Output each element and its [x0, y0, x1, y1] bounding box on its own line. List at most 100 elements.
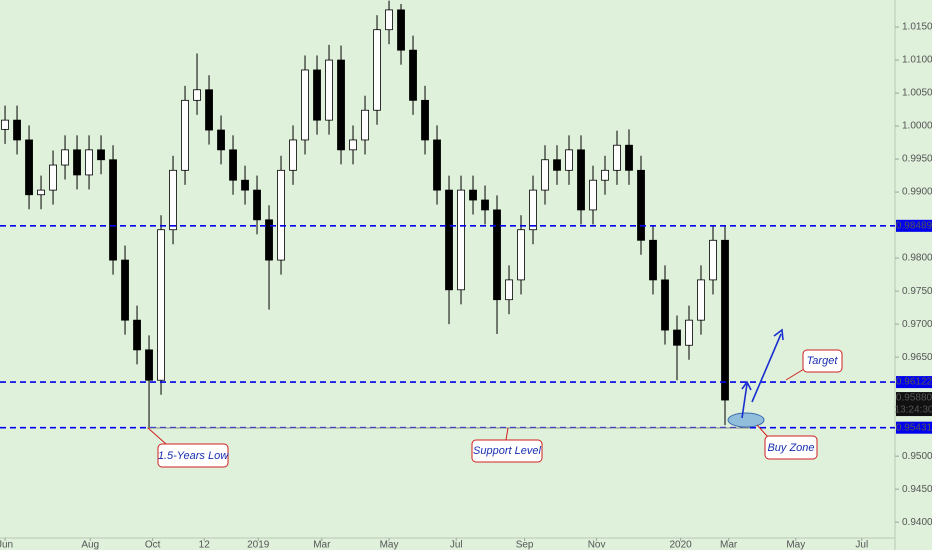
candle-body — [265, 219, 273, 261]
candle-body — [229, 149, 237, 181]
x-tick-label: Sep — [516, 540, 534, 550]
annotation: Target — [807, 355, 839, 367]
x-tick-label: 12 — [199, 540, 211, 550]
price-label-box — [896, 376, 932, 389]
y-tick-label: 1.00500 — [902, 88, 932, 99]
candle-body — [661, 279, 669, 331]
last-price: 0.95880 — [896, 393, 932, 404]
candle-body — [289, 139, 297, 171]
candle-body — [493, 209, 501, 301]
candle-body — [565, 149, 573, 171]
candle-body — [421, 99, 429, 141]
y-tick-label: 0.94000 — [902, 517, 932, 528]
candle-body — [673, 329, 681, 346]
buy-zone-ellipse — [727, 412, 765, 428]
x-tick-label: Jul — [450, 540, 463, 550]
candle-body — [457, 189, 465, 291]
arrow-head — [741, 380, 752, 391]
candle-body — [37, 189, 45, 196]
candle-body — [181, 99, 189, 171]
candle-body — [349, 139, 357, 151]
y-tick-label: 1.01500 — [902, 22, 932, 33]
candle-body — [61, 149, 69, 166]
callout-line — [756, 424, 769, 438]
candle-body — [373, 29, 381, 111]
candle-body — [325, 59, 333, 121]
candle-body — [193, 89, 201, 101]
candle-body — [1, 119, 9, 130]
candle-body — [397, 9, 405, 51]
candle-body — [613, 144, 621, 171]
y-tick-label: 1.01000 — [902, 55, 932, 66]
price-label-box — [896, 219, 932, 232]
candle-body — [241, 179, 249, 191]
annotation: Support Level — [473, 445, 541, 457]
annotation: 1.5-Years Low — [158, 450, 229, 462]
arrow — [751, 333, 782, 403]
annotation: Buy Zone — [767, 442, 814, 454]
candle-body — [469, 189, 477, 201]
candle-body — [685, 319, 693, 346]
x-tick-label: Jul — [855, 540, 868, 550]
x-tick-label: Aug — [81, 540, 99, 550]
x-tick-label: Nov — [588, 540, 606, 550]
candle-body — [109, 159, 117, 261]
callout-box — [471, 439, 543, 463]
candle-body — [433, 139, 441, 191]
candle-body — [697, 279, 705, 321]
x-tick-label: 2019 — [247, 540, 270, 550]
candle-body — [541, 159, 549, 191]
last-price-box — [896, 392, 932, 417]
price-label: 0.96122 — [896, 377, 932, 388]
candle-body — [637, 169, 645, 241]
callout-line — [505, 427, 509, 441]
candle-body — [649, 239, 657, 281]
callout-box — [764, 435, 818, 460]
candle-body — [73, 149, 81, 176]
candle-body — [601, 169, 609, 181]
candle-body — [385, 9, 393, 31]
x-tick-label: May — [380, 540, 399, 550]
callout-line — [147, 427, 167, 445]
candle-body — [337, 59, 345, 151]
candle-body — [361, 109, 369, 141]
callout-box — [157, 443, 229, 468]
callout-box — [802, 349, 843, 373]
candle-body — [97, 149, 105, 161]
candle-body — [25, 139, 33, 196]
candle-body — [157, 229, 165, 381]
candle-body — [553, 159, 561, 171]
arrow — [741, 383, 748, 419]
callout-line — [785, 368, 805, 381]
candle-body — [445, 189, 453, 291]
candle-body — [253, 189, 261, 221]
candle-body — [517, 229, 525, 281]
candle-body — [481, 199, 489, 211]
candle-body — [169, 169, 177, 231]
candle-body — [721, 239, 729, 401]
candle-body — [505, 279, 513, 301]
x-tick-label: Mar — [313, 540, 331, 550]
candle-body — [49, 164, 57, 191]
countdown: 13:24:30 — [895, 405, 932, 416]
x-tick-label: Jun — [0, 540, 13, 550]
candle-body — [625, 144, 633, 171]
candle-body — [709, 239, 717, 281]
candle-body — [13, 119, 21, 141]
candle-body — [301, 69, 309, 141]
candle-body — [145, 349, 153, 381]
candle-body — [589, 179, 597, 211]
candle-body — [529, 189, 537, 231]
annotations: 1.5-Years Low Support Level Target Buy Z… — [147, 328, 843, 468]
candle-body — [205, 89, 213, 131]
